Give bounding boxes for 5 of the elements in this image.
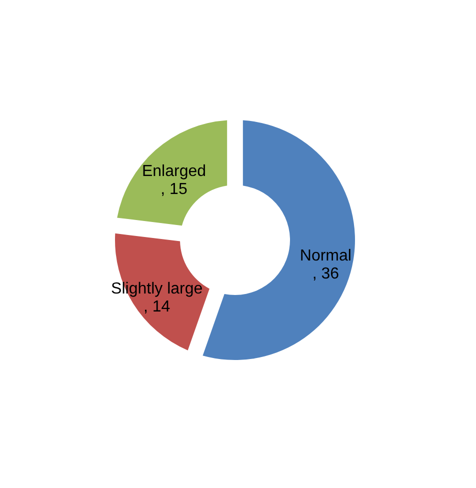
data-label: , 36 — [312, 265, 340, 282]
data-label: , 15 — [160, 181, 188, 198]
slice-label: Enlarged — [142, 163, 206, 180]
slice-label: Normal — [300, 247, 352, 264]
data-label: , 14 — [144, 298, 170, 316]
